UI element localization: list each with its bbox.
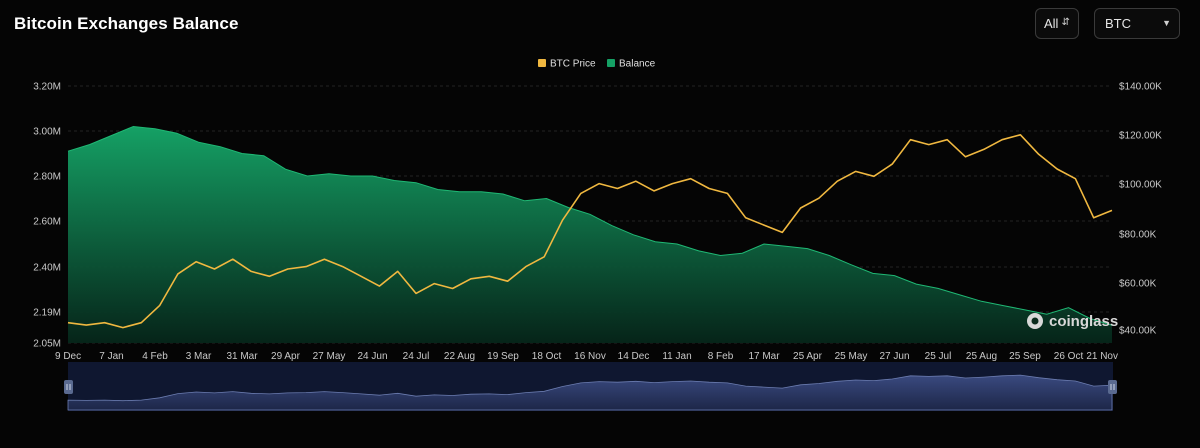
legend-swatch-btc-price: [538, 59, 546, 67]
up-down-chevron-icon: ⇵: [1061, 17, 1070, 28]
navigator[interactable]: [64, 362, 1117, 411]
page-title: Bitcoin Exchanges Balance: [14, 14, 239, 33]
y-right-tick-label: $60.00K: [1119, 279, 1157, 290]
x-tick-label: 14 Dec: [618, 351, 650, 362]
navigator-left-handle-grip: [64, 380, 73, 394]
balance-line: [67, 125, 1113, 326]
y-axis-right: $40.00K $60.00K $80.00K $100.00K $120.00K $14…: [1119, 82, 1162, 337]
y-left-tick-label: 2.40M: [33, 263, 61, 274]
y-right-tick-label: $140.00K: [1119, 82, 1162, 93]
y-left-tick-label: 2.05M: [33, 339, 61, 350]
y-left-tick-label: 3.00M: [33, 127, 61, 138]
x-tick-label: 9 Dec: [55, 351, 81, 362]
asset-select[interactable]: BTC ▼: [1094, 8, 1180, 39]
x-tick-label: 25 Sep: [1009, 351, 1041, 362]
x-tick-label: 4 Feb: [142, 351, 168, 362]
y-left-tick-label: 3.20M: [33, 82, 61, 93]
asset-select-value: BTC: [1105, 16, 1131, 31]
x-tick-label: 24 Jul: [403, 351, 430, 362]
coinglass-logo-eye: [1031, 317, 1039, 325]
x-tick-label: 27 Jun: [879, 351, 909, 362]
x-tick-label: 25 Apr: [793, 351, 823, 362]
x-axis: 9 Dec 7 Jan 4 Feb 3 Mar 31 Mar 29 Apr 27 May 24…: [55, 351, 1118, 362]
navigator-left-handle[interactable]: [64, 380, 73, 394]
x-tick-label: 21 Nov: [1086, 351, 1118, 362]
x-tick-label: 18 Oct: [532, 351, 562, 362]
x-tick-label: 31 Mar: [226, 351, 258, 362]
x-tick-label: 3 Mar: [186, 351, 212, 362]
btc-price-line: [67, 134, 1113, 329]
y-right-tick-label: $40.00K: [1119, 326, 1157, 337]
x-tick-label: 8 Feb: [708, 351, 734, 362]
y-right-tick-label: $80.00K: [1119, 230, 1157, 241]
x-tick-label: 25 Jul: [925, 351, 952, 362]
y-axis-left: 2.05M 2.19M 2.40M 2.60M 2.80M 3.00M 3.20M: [33, 82, 61, 350]
chevron-down-icon: ▼: [1162, 18, 1171, 28]
x-tick-label: 25 Aug: [966, 351, 997, 362]
x-tick-label: 19 Sep: [487, 351, 519, 362]
navigator-area: [67, 374, 1113, 411]
watermark-text: coinglass: [1049, 313, 1118, 330]
x-tick-label: 7 Jan: [99, 351, 123, 362]
x-tick-label: 25 May: [835, 351, 868, 362]
range-select[interactable]: All ⇵: [1035, 8, 1079, 39]
coinglass-logo: coinglass: [1027, 313, 1118, 330]
y-left-tick-label: 2.60M: [33, 217, 61, 228]
x-tick-label: 11 Jan: [662, 351, 691, 362]
navigator-right-handle-grip: [1108, 380, 1117, 394]
y-right-tick-label: $120.00K: [1119, 131, 1162, 142]
balance-area: [68, 126, 1112, 343]
navigator-right-handle[interactable]: [1108, 380, 1117, 394]
x-tick-label: 22 Aug: [444, 351, 475, 362]
x-tick-label: 16 Nov: [574, 351, 606, 362]
range-select-value: All: [1044, 16, 1059, 31]
x-tick-label: 26 Oct: [1054, 351, 1084, 362]
x-tick-label: 24 Jun: [357, 351, 387, 362]
legend-label-btc-price: BTC Price: [550, 59, 596, 70]
y-right-tick-label: $100.00K: [1119, 180, 1162, 191]
x-tick-label: 27 May: [313, 351, 346, 362]
legend-swatch-balance: [607, 59, 615, 67]
legend-label-balance: Balance: [619, 59, 656, 70]
y-left-tick-label: 2.19M: [33, 308, 61, 319]
legend[interactable]: BTC Price Balance: [538, 59, 656, 70]
x-tick-label: 17 Mar: [748, 351, 780, 362]
y-left-tick-label: 2.80M: [33, 172, 61, 183]
x-tick-label: 29 Apr: [271, 351, 301, 362]
